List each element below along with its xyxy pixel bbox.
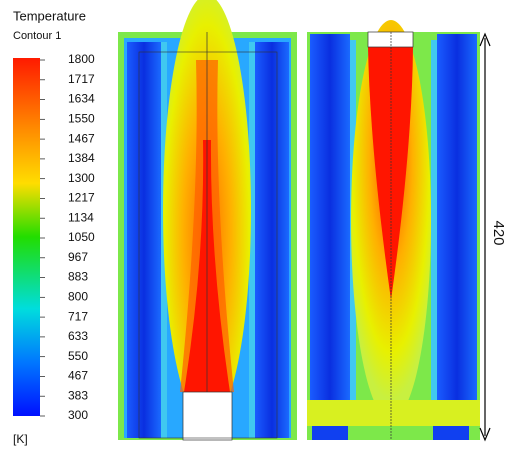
tick-label: 1300 (68, 171, 95, 185)
tick-label: 883 (68, 270, 88, 284)
tick-label: 717 (68, 309, 88, 323)
unit-label: [K] (13, 432, 28, 446)
tick-label: 1717 (68, 72, 95, 86)
dimension: 420 (479, 32, 507, 442)
contour-left (118, 0, 297, 441)
tick-label: 467 (68, 369, 88, 383)
dimension-label: 420 (490, 220, 507, 245)
tick-label: 1384 (68, 151, 95, 165)
tick-label: 1550 (68, 112, 95, 126)
tick-group: 1800 1717 1634 1550 1467 1384 1300 1217 1134 1050… (40, 52, 95, 422)
tick-label: 1134 (68, 210, 94, 224)
tick-label: 1050 (68, 230, 95, 244)
tick-label: 1467 (68, 131, 95, 145)
tick-label: 633 (68, 329, 88, 343)
tick-label: 383 (68, 388, 88, 402)
tick-label: 1634 (68, 92, 95, 106)
tick-label: 550 (68, 349, 88, 363)
tick-label: 1217 (68, 191, 95, 205)
tick-label: 1800 (68, 52, 95, 66)
legend-title: Temperature (13, 8, 86, 23)
tick-label: 967 (68, 250, 88, 264)
tick-label: 300 (68, 408, 88, 422)
tick-label: 800 (68, 290, 88, 304)
color-bar (13, 58, 40, 416)
contour-right (307, 20, 480, 440)
legend-subtitle: Contour 1 (13, 30, 61, 42)
